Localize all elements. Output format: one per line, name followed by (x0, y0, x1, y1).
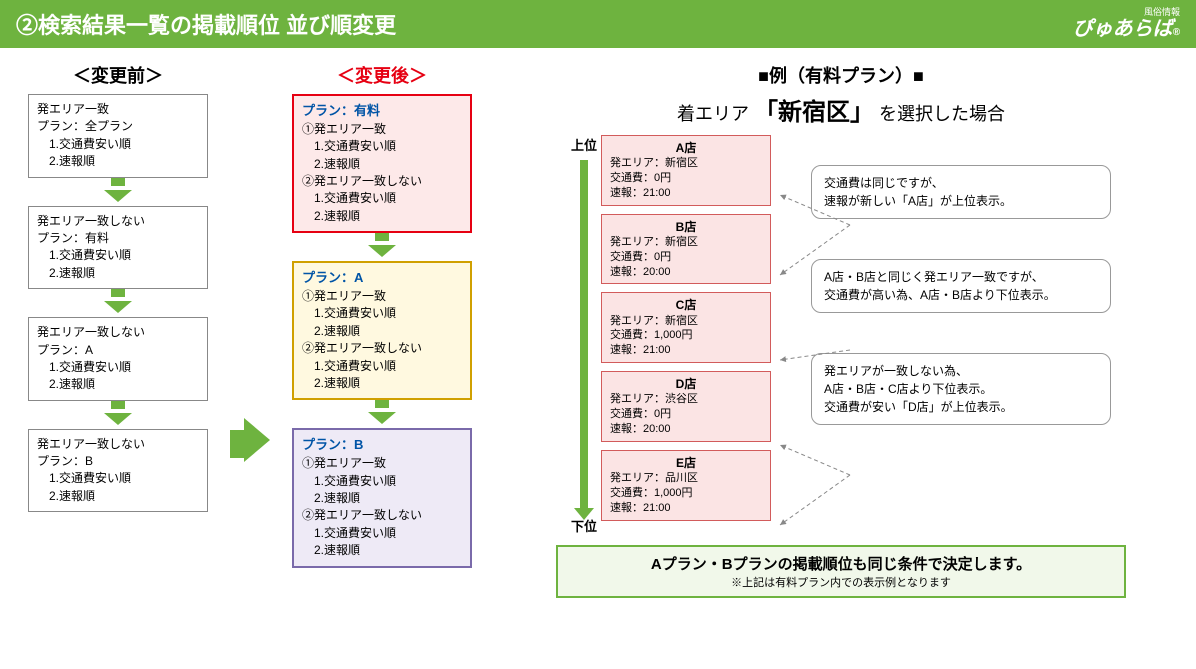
callout: 発エリアが一致しない為、A店・B店・C店より下位表示。交通費が安い「D店」が上位… (811, 353, 1111, 425)
down-arrow (368, 233, 396, 261)
store-list: A店発エリア：新宿区交通費：0円速報：21:00 B店発エリア：新宿区交通費：0円… (601, 135, 771, 535)
transition-arrow (230, 62, 270, 598)
callout-list: 交通費は同じですが、速報が新しい「A店」が上位表示。 A店・B店と同じく発エリア一… (811, 165, 1111, 535)
logo-sub: 風俗情報 (1073, 8, 1180, 18)
bottom-note-sub: ※上記は有料プラン内での表示例となります (570, 574, 1112, 590)
before-heading: ＜変更前＞ (73, 62, 163, 88)
store-card: B店発エリア：新宿区交通費：0円速報：20:00 (601, 214, 771, 285)
after-box: プラン：A①発エリア一致 1.交通費安い順 2.速報順②発エリア一致しない 1.… (292, 261, 472, 400)
before-box: 発エリア一致プラン：全プラン 1.交通費安い順 2.速報順 (28, 94, 208, 178)
logo-main: ぴゅあらば® (1073, 18, 1180, 40)
example-title: ■例（有料プラン）■ (758, 62, 924, 88)
after-box: プラン：有料①発エリア一致 1.交通費安い順 2.速報順②発エリア一致しない 1… (292, 94, 472, 233)
after-heading: ＜変更後＞ (337, 62, 427, 88)
rank-top-label: 上位 (571, 135, 597, 154)
after-box: プラン：B①発エリア一致 1.交通費安い順 2.速報順②発エリア一致しない 1.… (292, 428, 472, 567)
down-arrow (104, 401, 132, 429)
before-column: ＜変更前＞ 発エリア一致プラン：全プラン 1.交通費安い順 2.速報順発エリア一… (18, 62, 218, 598)
before-box: 発エリア一致しないプラン：A 1.交通費安い順 2.速報順 (28, 317, 208, 401)
page-title: ②検索結果一覧の掲載順位 並び順変更 (16, 8, 396, 40)
header-bar: ②検索結果一覧の掲載順位 並び順変更 風俗情報 ぴゅあらば® (0, 0, 1196, 48)
down-arrow (368, 400, 396, 428)
logo: 風俗情報 ぴゅあらば® (1073, 8, 1180, 40)
store-card: D店発エリア：渋谷区交通費：0円速報：20:00 (601, 371, 771, 442)
down-arrow (104, 289, 132, 317)
before-box: 発エリア一致しないプラン：B 1.交通費安い順 2.速報順 (28, 429, 208, 513)
example-subtitle: 着エリア 「新宿区」 を選択した場合 (677, 92, 1005, 127)
bottom-note-main: Aプラン・Bプランの掲載順位も同じ条件で決定します。 (651, 556, 1031, 573)
example-sub-pre: 着エリア (677, 104, 749, 124)
store-card: C店発エリア：新宿区交通費：1,000円速報：21:00 (601, 292, 771, 363)
after-column: ＜変更後＞ プラン：有料①発エリア一致 1.交通費安い順 2.速報順②発エリア一… (282, 62, 482, 598)
store-card: A店発エリア：新宿区交通費：0円速報：21:00 (601, 135, 771, 206)
example-sub-post: を選択した場合 (879, 104, 1005, 124)
example-sub-big: 「新宿区」 (754, 99, 874, 126)
rank-arrow (580, 160, 588, 510)
before-box: 発エリア一致しないプラン：有料 1.交通費安い順 2.速報順 (28, 206, 208, 290)
bottom-note: Aプラン・Bプランの掲載順位も同じ条件で決定します。 ※上記は有料プラン内での表… (556, 545, 1126, 598)
callout: A店・B店と同じく発エリア一致ですが、交通費が高い為、A店・B店より下位表示。 (811, 259, 1111, 313)
example-column: ■例（有料プラン）■ 着エリア 「新宿区」 を選択した場合 上位 下位 A店発エ… (494, 62, 1178, 598)
callout: 交通費は同じですが、速報が新しい「A店」が上位表示。 (811, 165, 1111, 219)
down-arrow (104, 178, 132, 206)
store-card: E店発エリア：品川区交通費：1,000円速報：21:00 (601, 450, 771, 521)
